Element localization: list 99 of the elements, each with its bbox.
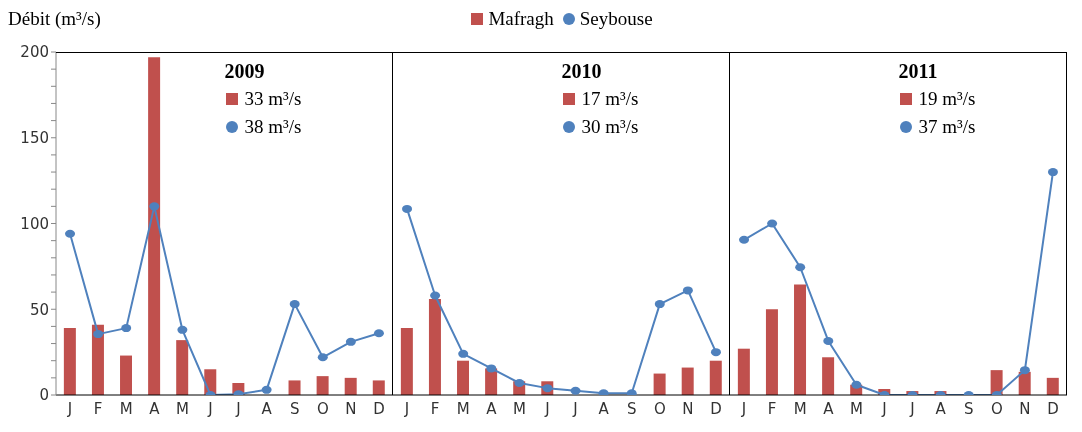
bar xyxy=(709,360,722,395)
x-tick-label: M xyxy=(456,399,470,418)
bar xyxy=(457,360,470,395)
x-tick-label: M xyxy=(793,399,807,418)
bar xyxy=(176,340,189,395)
point xyxy=(458,349,469,358)
point xyxy=(823,336,834,345)
point xyxy=(1019,366,1030,375)
point xyxy=(570,386,581,395)
point xyxy=(65,229,76,238)
x-tick-label: O xyxy=(653,399,666,418)
bar xyxy=(400,328,413,395)
legend-label: Seybouse xyxy=(578,8,653,30)
bar xyxy=(737,348,750,395)
x-tick-label: F xyxy=(430,399,440,418)
x-tick-label: S xyxy=(626,399,637,418)
bar xyxy=(681,367,694,395)
point xyxy=(93,330,104,339)
x-tick-label: J xyxy=(909,399,915,418)
annotation: 37 m³/s xyxy=(918,116,976,138)
bar xyxy=(316,376,329,395)
point xyxy=(177,325,188,334)
point xyxy=(149,202,160,211)
bar xyxy=(63,328,76,395)
point xyxy=(851,380,862,389)
bar xyxy=(91,324,104,395)
x-tick-label: S xyxy=(963,399,974,418)
bar xyxy=(120,355,133,395)
bar xyxy=(288,380,301,395)
x-tick-label: M xyxy=(175,399,189,418)
x-tick-label: F xyxy=(93,399,103,418)
point xyxy=(710,348,721,357)
x-tick-label: J xyxy=(235,399,241,418)
y-tick-label: 0 xyxy=(39,386,49,405)
bar xyxy=(822,357,835,395)
point xyxy=(1047,168,1058,177)
chart-title: 2010 xyxy=(561,60,602,83)
x-tick-label: J xyxy=(403,399,410,418)
bar xyxy=(765,309,778,395)
x-tick-label: M xyxy=(849,399,863,418)
point xyxy=(261,385,272,394)
bar xyxy=(428,298,441,395)
x-tick-label: A xyxy=(823,399,835,418)
x-tick-label: O xyxy=(990,399,1003,418)
x-tick-label: D xyxy=(373,399,385,418)
x-tick-label: S xyxy=(289,399,300,418)
x-tick-label: A xyxy=(935,399,947,418)
point xyxy=(317,353,328,362)
x-tick-label: D xyxy=(1047,399,1059,418)
bar xyxy=(148,57,161,395)
x-tick-label: N xyxy=(1019,399,1031,418)
y-tick-label: 200 xyxy=(20,43,49,62)
y-tick-label: 150 xyxy=(20,129,49,148)
annotation: 33 m³/s xyxy=(244,88,302,110)
point xyxy=(767,219,778,228)
point xyxy=(345,337,356,346)
point xyxy=(289,300,300,309)
x-tick-label: J xyxy=(881,399,887,418)
point xyxy=(430,291,441,300)
annotation: 30 m³/s xyxy=(581,116,639,138)
x-tick-label: J xyxy=(207,399,213,418)
bar xyxy=(372,380,385,395)
point xyxy=(514,379,525,387)
x-tick-label: N xyxy=(345,399,357,418)
point xyxy=(795,263,806,272)
point xyxy=(682,286,693,295)
annotation: 38 m³/s xyxy=(244,116,302,138)
y-axis-title: Débit (m³/s) xyxy=(8,8,101,30)
bar xyxy=(1046,377,1059,395)
y-tick-label: 100 xyxy=(20,214,49,233)
x-tick-label: J xyxy=(572,399,578,418)
x-tick-label: F xyxy=(767,399,777,418)
x-tick-label: O xyxy=(316,399,329,418)
x-tick-label: J xyxy=(66,399,73,418)
chart-title: 2011 xyxy=(898,60,938,83)
x-tick-label: M xyxy=(119,399,133,418)
x-tick-label: J xyxy=(544,399,550,418)
point xyxy=(121,324,132,333)
point xyxy=(654,300,665,309)
x-tick-label: D xyxy=(710,399,722,418)
bar xyxy=(344,377,357,395)
point xyxy=(373,329,384,338)
annotation: 19 m³/s xyxy=(918,88,976,110)
x-tick-label: N xyxy=(682,399,694,418)
chart-title: 2009 xyxy=(224,60,265,83)
point xyxy=(739,235,750,244)
point xyxy=(486,364,497,373)
x-tick-label: A xyxy=(149,399,161,418)
legend-label: Mafragh xyxy=(487,8,554,30)
x-tick-label: A xyxy=(261,399,273,418)
bar xyxy=(653,373,666,395)
x-tick-label: J xyxy=(740,399,747,418)
annotation: 17 m³/s xyxy=(581,88,639,110)
x-tick-label: M xyxy=(512,399,526,418)
bar xyxy=(794,284,807,395)
y-tick-label: 50 xyxy=(29,300,49,319)
x-tick-label: A xyxy=(598,399,610,418)
x-tick-label: A xyxy=(486,399,498,418)
point xyxy=(402,204,413,213)
